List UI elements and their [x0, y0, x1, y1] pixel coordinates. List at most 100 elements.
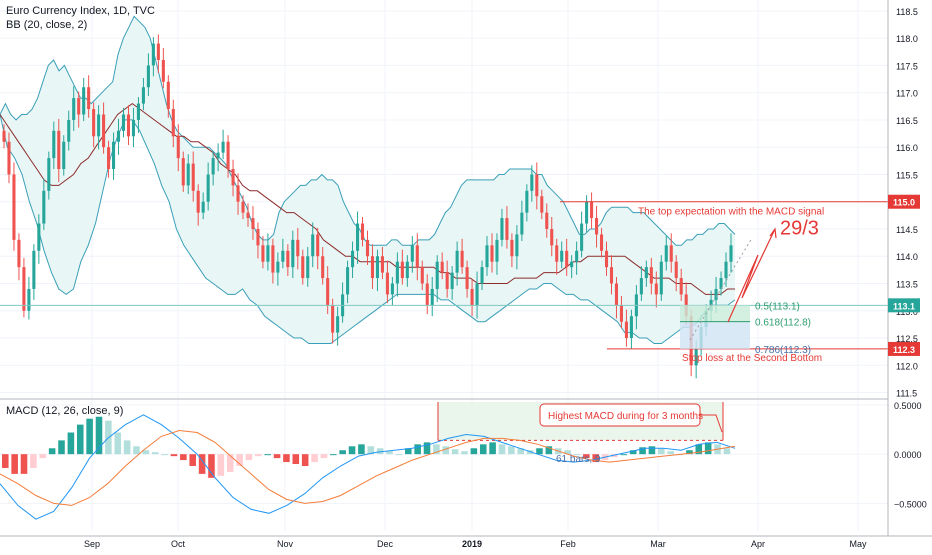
macd-histogram-bar: [151, 452, 159, 455]
y-tick-label: 117.0: [896, 89, 918, 99]
macd-histogram-bar: [245, 454, 253, 461]
candle-body: [196, 190, 200, 213]
candle-body: [62, 141, 66, 170]
candle-body: [669, 245, 673, 262]
candle-body: [649, 267, 653, 284]
macd-histogram-bar: [573, 454, 581, 456]
candle-body: [714, 288, 718, 300]
candle-body: [131, 119, 136, 137]
macd-histogram-bar: [404, 448, 412, 455]
candle-body: [57, 130, 61, 170]
macd-histogram-bar: [517, 448, 525, 455]
candle-body: [724, 261, 728, 279]
candle-body: [201, 201, 205, 213]
candle-body: [520, 212, 524, 235]
macd-histogram-bar: [236, 454, 243, 466]
candle-body: [415, 245, 419, 268]
macd-histogram-bar: [339, 450, 346, 455]
macd-histogram-bar: [30, 454, 37, 468]
candle-body: [380, 256, 384, 273]
candle-body: [370, 256, 375, 279]
candle-body: [500, 218, 504, 240]
macd-histogram-bar: [536, 448, 543, 455]
candle-body: [430, 288, 434, 306]
fib-label-05: 0.5(113.1): [755, 301, 800, 312]
candles: [2, 34, 733, 379]
candle-body: [296, 239, 300, 257]
x-tick-label: Nov: [277, 539, 294, 549]
macd-histogram-bar: [76, 424, 84, 455]
candle-body: [22, 267, 26, 311]
fib-zone-05: [680, 305, 750, 322]
y-tick-label: 116.0: [896, 143, 918, 153]
candle-body: [674, 261, 678, 279]
candle-body: [191, 163, 195, 191]
candle-body: [12, 174, 16, 240]
candle-body: [410, 245, 414, 262]
macd-histogram-bar: [301, 454, 309, 466]
x-tick-label: 2019: [462, 539, 482, 549]
macd-histogram-bar: [189, 454, 196, 466]
macd-histogram-bar: [311, 454, 318, 463]
macd-histogram-bar: [86, 418, 93, 455]
candle-body: [395, 261, 399, 284]
candle-body: [595, 218, 599, 235]
candle-body: [664, 245, 668, 262]
macd-histogram-bar: [564, 450, 571, 455]
candle-body: [530, 174, 534, 191]
main-legend: Euro Currency Index, 1D, TVC BB (20, clo…: [6, 4, 155, 32]
candle-body: [226, 141, 230, 170]
candle-body: [331, 305, 335, 333]
macd-callout-pointer: [700, 414, 723, 433]
candle-body: [92, 109, 96, 137]
macd-histogram-bar: [658, 448, 665, 455]
macd-indicator-label: MACD (12, 26, close, 9): [6, 405, 124, 417]
candle-body: [17, 239, 21, 268]
macd-histogram-bar: [264, 454, 271, 456]
candle-body: [619, 305, 623, 322]
candle-body: [146, 65, 150, 88]
candle-body: [375, 256, 380, 279]
candle-body: [719, 278, 723, 289]
candle-body: [181, 158, 185, 186]
x-tick-label: Dec: [377, 539, 394, 549]
candle-body: [400, 261, 404, 279]
candle-body: [216, 152, 220, 159]
y-tick-label: 115.5: [896, 170, 918, 180]
price-badge: [888, 194, 920, 209]
candle-body: [659, 261, 663, 295]
candle-body: [694, 348, 698, 366]
candle-body: [276, 261, 280, 273]
macd-histogram-bar: [133, 446, 140, 455]
macd-y-tick-label: 0.5000: [894, 401, 922, 411]
candle-body: [7, 141, 11, 175]
candle-body: [27, 288, 31, 311]
candle-body: [599, 234, 604, 251]
candle-body: [301, 256, 305, 279]
price-badge-label: 115.0: [893, 198, 915, 208]
candle-body: [355, 223, 360, 251]
candle-body: [326, 278, 330, 306]
macd-histogram-bar: [58, 440, 65, 455]
macd-histogram-bar: [451, 449, 459, 455]
macd-histogram-bar: [358, 444, 365, 455]
macd-histogram-bar: [489, 442, 496, 455]
candle-body: [510, 239, 514, 257]
macd-histogram-bar: [39, 454, 47, 459]
candle-body: [420, 267, 424, 284]
candle-body: [505, 218, 509, 240]
candle-body: [166, 81, 170, 110]
macd-histogram-bar: [470, 448, 478, 455]
projection-arrowhead: [769, 227, 777, 239]
candle-body: [570, 261, 574, 268]
macd-histogram-bar: [320, 454, 328, 459]
y-tick-label: 114.0: [896, 252, 918, 262]
macd-histogram-bar: [667, 451, 674, 455]
macd-histogram-bar: [273, 454, 281, 459]
candle-body: [545, 212, 549, 229]
projection-arrow: [727, 228, 776, 323]
candle-body: [729, 245, 733, 262]
candle-body: [679, 278, 683, 295]
